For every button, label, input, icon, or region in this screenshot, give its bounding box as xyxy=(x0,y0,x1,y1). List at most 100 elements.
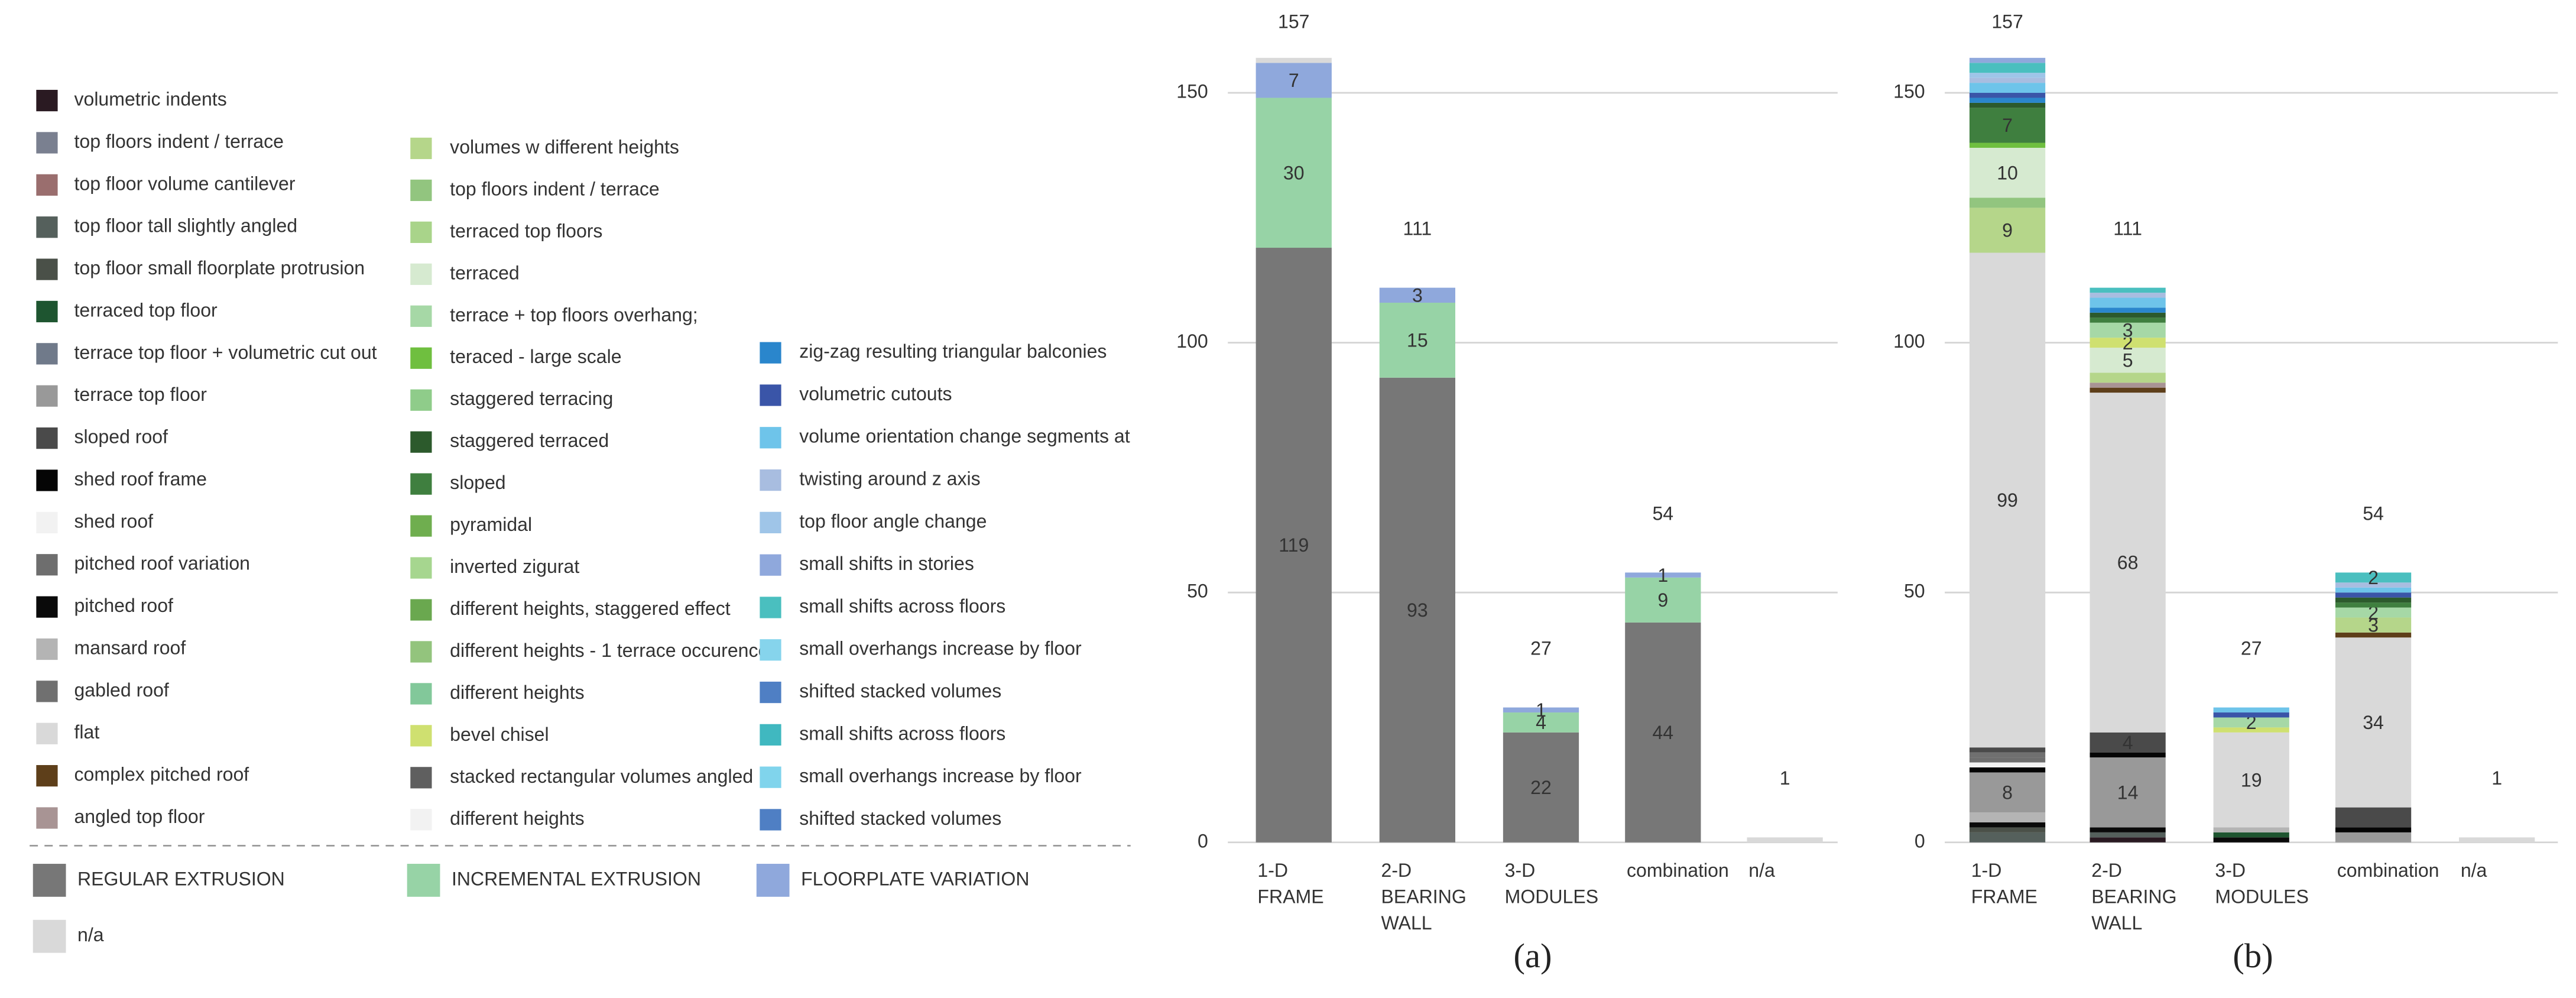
legend-swatch xyxy=(410,179,432,202)
legend-swatch xyxy=(760,724,781,746)
x-tick-line: 3-D xyxy=(2215,860,2251,881)
legend-swatch xyxy=(36,174,58,196)
segment-label: 119 xyxy=(1279,534,1309,556)
legend-swatch xyxy=(410,809,432,831)
bar-segment xyxy=(1969,83,2046,93)
bar-segment xyxy=(1969,822,2046,828)
segment-label: 7 xyxy=(2002,115,2013,136)
bar-segment xyxy=(1625,577,1701,623)
segment-label: 14 xyxy=(2117,782,2139,803)
legend-swatch xyxy=(36,469,58,491)
bar-segment xyxy=(2335,602,2412,608)
total-label: 27 xyxy=(2241,637,2262,659)
x-tick-line: MODULES xyxy=(2215,886,2308,908)
legend-swatch xyxy=(36,258,58,280)
segment-label: 3 xyxy=(2123,320,2133,341)
bar-segment xyxy=(1625,622,1701,843)
legend-label: shed roof xyxy=(74,510,153,532)
group-label: INCREMENTAL EXTRUSION xyxy=(452,868,701,889)
segment-label: 3 xyxy=(1412,285,1423,306)
bar-segment xyxy=(1969,772,2046,813)
y-tick-label: 150 xyxy=(1893,80,1925,102)
bar-segment xyxy=(1503,712,1579,733)
bar-segment xyxy=(2335,827,2412,832)
bar-segment xyxy=(2335,597,2412,603)
bar-segment xyxy=(1969,757,2046,763)
bar-segment xyxy=(2213,707,2289,713)
legend-label: small overhangs increase by floor xyxy=(799,638,1082,659)
legend-swatch xyxy=(36,681,58,702)
x-tick-line: BEARING xyxy=(1381,886,1472,908)
bar-segment xyxy=(1969,812,2046,822)
legend-swatch xyxy=(410,683,432,705)
legend-label: terrace top floor xyxy=(74,384,207,405)
chart-caption: (b) xyxy=(2233,937,2273,975)
bar-segment xyxy=(2213,837,2289,843)
legend-swatch xyxy=(760,469,781,491)
legend-swatch xyxy=(410,641,432,663)
x-tick-line: n/a xyxy=(2461,860,2487,881)
bar-segment xyxy=(2090,287,2166,293)
legend-swatch xyxy=(410,767,432,789)
legend-swatch xyxy=(760,511,781,533)
x-tick-label: 3-D MODULES xyxy=(1505,860,1598,908)
bar-segment xyxy=(1747,837,1823,843)
legend-label: pitched roof xyxy=(74,595,173,616)
legend-swatch xyxy=(410,389,432,411)
bar-segment xyxy=(1969,832,2046,843)
legend-label: different heights xyxy=(450,682,584,703)
group-swatch xyxy=(33,864,66,897)
legend-label: top floor angle change xyxy=(799,510,987,532)
segment-label: 34 xyxy=(2363,712,2384,733)
legend-label: volume orientation change segments at xyxy=(799,426,1130,447)
group-swatch xyxy=(33,919,66,953)
bar-segment xyxy=(1379,302,1456,378)
segment-label: 99 xyxy=(1997,490,2018,511)
bar-segment xyxy=(2213,712,2289,718)
bar-segment xyxy=(2213,717,2289,728)
x-tick-line: 1-D xyxy=(1257,860,1293,881)
bar-segment xyxy=(2090,383,2166,388)
bar-segment xyxy=(1969,147,2046,198)
bar-segment xyxy=(2335,632,2412,638)
bar-segment xyxy=(1255,98,1332,248)
x-tick-line: WALL xyxy=(2091,913,2142,934)
segment-label: 2 xyxy=(2368,567,2379,588)
bar-segment xyxy=(2090,393,2166,733)
bar-segment xyxy=(1969,827,2046,832)
x-tick-line: WALL xyxy=(1381,913,1432,934)
bar-segment xyxy=(1969,73,2046,78)
total-label: 111 xyxy=(1403,218,1432,239)
legend-label: stacked rectangular volumes angled xyxy=(450,766,753,787)
legend-swatch xyxy=(36,132,58,154)
group-label: FLOORPLATE VARIATION xyxy=(801,868,1029,889)
legend-swatch xyxy=(410,557,432,579)
bar-segment xyxy=(1969,102,2046,108)
legend-swatch xyxy=(760,639,781,661)
segment-label: 22 xyxy=(1530,777,1552,798)
legend-label: shed roof frame xyxy=(74,468,206,490)
bar-segment xyxy=(1969,762,2046,768)
segment-label: 4 xyxy=(2123,732,2133,753)
legend-label: zig-zag resulting triangular balconies xyxy=(799,341,1107,362)
segment-label: 1 xyxy=(1536,699,1546,721)
segment-label: 8 xyxy=(2002,782,2013,803)
bar-segment xyxy=(1255,248,1332,843)
bar-segment xyxy=(1969,63,2046,73)
legend-swatch xyxy=(760,766,781,788)
legend-label: inverted zigurat xyxy=(450,556,579,577)
legend-swatch xyxy=(410,305,432,327)
legend-label: small shifts across floors xyxy=(799,722,1005,744)
legend-swatch xyxy=(760,554,781,576)
total-label: 1 xyxy=(2491,767,2502,789)
total-label: 27 xyxy=(1530,637,1552,659)
legend-swatch xyxy=(36,89,58,112)
segment-label: 30 xyxy=(1283,163,1305,184)
legend-swatch xyxy=(760,681,781,704)
bar-segment xyxy=(2090,338,2166,348)
bar-segment xyxy=(2090,832,2166,838)
legend-swatch xyxy=(410,515,432,537)
legend-label: small shifts across floors xyxy=(799,595,1005,617)
segment-label: 10 xyxy=(1997,163,2018,184)
